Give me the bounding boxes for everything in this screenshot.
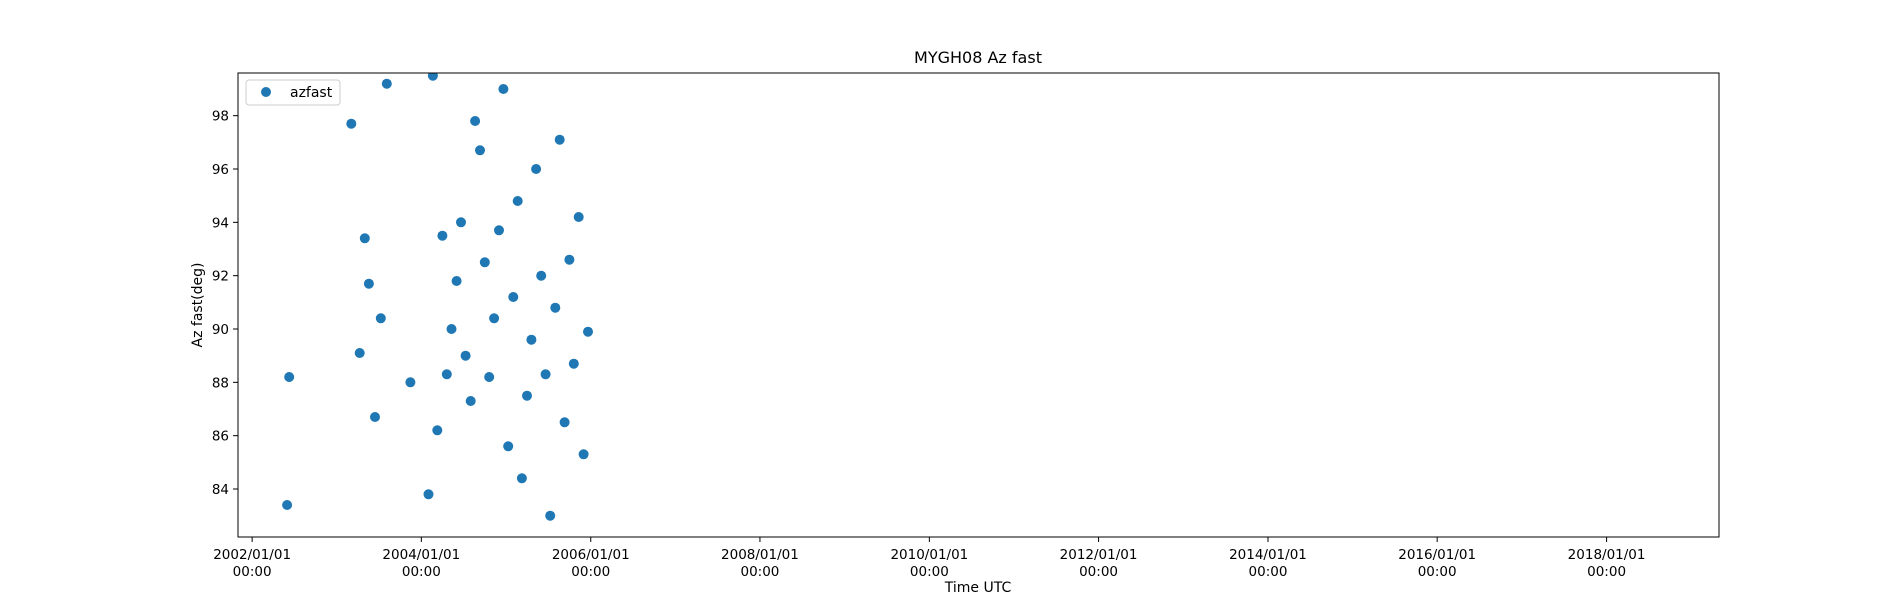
data-point — [470, 116, 481, 126]
data-point — [516, 473, 527, 484]
y-tick-label: 96 — [212, 162, 229, 178]
x-tick-label: 2010/01/01 — [890, 547, 968, 563]
y-axis-label: Az fast(deg) — [190, 263, 206, 348]
data-point — [484, 372, 495, 382]
data-point — [573, 212, 584, 222]
data-point — [359, 233, 370, 244]
data-point — [284, 372, 295, 382]
data-point — [489, 313, 500, 324]
data-point — [451, 276, 462, 286]
data-point — [460, 350, 471, 361]
y-tick-label: 84 — [212, 482, 229, 498]
y-tick-label: 98 — [212, 109, 229, 125]
data-point — [545, 510, 556, 521]
x-tick-sublabel: 00:00 — [740, 564, 779, 580]
data-point — [536, 270, 547, 281]
x-axis-ticks: 2002/01/0100:002004/01/0100:002006/01/01… — [213, 537, 1645, 580]
data-point — [423, 489, 434, 500]
y-tick-label: 94 — [212, 215, 229, 231]
legend-marker — [261, 87, 271, 97]
data-point — [522, 390, 532, 401]
x-tick-label: 2016/01/01 — [1398, 547, 1476, 563]
plot-frame — [237, 72, 1720, 538]
data-point — [526, 334, 537, 345]
x-tick-sublabel: 00:00 — [1079, 564, 1118, 580]
data-point — [564, 254, 575, 265]
data-point — [432, 425, 443, 436]
data-point — [456, 217, 466, 228]
x-tick-sublabel: 00:00 — [402, 564, 441, 580]
y-tick-label: 86 — [212, 429, 229, 445]
x-tick-sublabel: 00:00 — [1587, 564, 1626, 580]
x-tick-sublabel: 00:00 — [233, 564, 272, 580]
data-point — [512, 196, 523, 206]
data-point — [475, 145, 485, 156]
data-point — [427, 73, 438, 81]
data-point — [498, 84, 509, 94]
x-tick-sublabel: 00:00 — [1418, 564, 1457, 580]
data-point — [531, 164, 542, 174]
data-point — [508, 292, 519, 302]
x-tick-label: 2006/01/01 — [552, 547, 630, 563]
data-point — [465, 396, 476, 406]
x-tick-label: 2012/01/01 — [1060, 547, 1138, 563]
data-point — [559, 417, 570, 428]
x-axis-label: Time UTC — [944, 580, 1012, 596]
x-tick-label: 2008/01/01 — [721, 547, 799, 563]
y-tick-label: 92 — [212, 269, 229, 285]
data-point — [381, 78, 392, 89]
data-point — [370, 412, 380, 422]
x-tick-label: 2002/01/01 — [213, 547, 291, 563]
x-tick-label: 2018/01/01 — [1568, 547, 1646, 563]
data-point — [540, 369, 551, 380]
data-point — [363, 278, 374, 289]
y-tick-label: 88 — [212, 375, 229, 391]
x-tick-label: 2004/01/01 — [382, 547, 460, 563]
legend: azfast — [245, 79, 341, 106]
data-point — [554, 134, 565, 145]
data-point — [494, 225, 504, 236]
chart-title: MYGH08 Az fast — [914, 48, 1042, 67]
data-point — [479, 257, 490, 268]
data-point — [583, 326, 593, 337]
x-tick-sublabel: 00:00 — [1249, 564, 1288, 580]
legend-label: azfast — [290, 85, 333, 101]
x-tick-sublabel: 00:00 — [910, 564, 949, 580]
x-tick-sublabel: 00:00 — [571, 564, 610, 580]
data-point — [550, 302, 561, 313]
data-point — [282, 500, 293, 510]
data-point — [437, 230, 448, 241]
legend-box — [245, 79, 341, 106]
data-point — [578, 449, 589, 460]
data-point — [354, 348, 365, 358]
scatter-points — [282, 73, 593, 521]
data-point — [405, 377, 416, 388]
x-tick-label: 2014/01/01 — [1229, 547, 1307, 563]
data-point — [375, 313, 386, 324]
data-point — [441, 369, 452, 380]
data-point — [503, 441, 514, 452]
data-point — [346, 118, 357, 129]
data-point — [568, 358, 579, 369]
y-axis-ticks: 84 86 88 90 92 94 96 98 — [212, 109, 238, 498]
data-point — [446, 324, 457, 334]
y-tick-label: 90 — [212, 322, 229, 338]
